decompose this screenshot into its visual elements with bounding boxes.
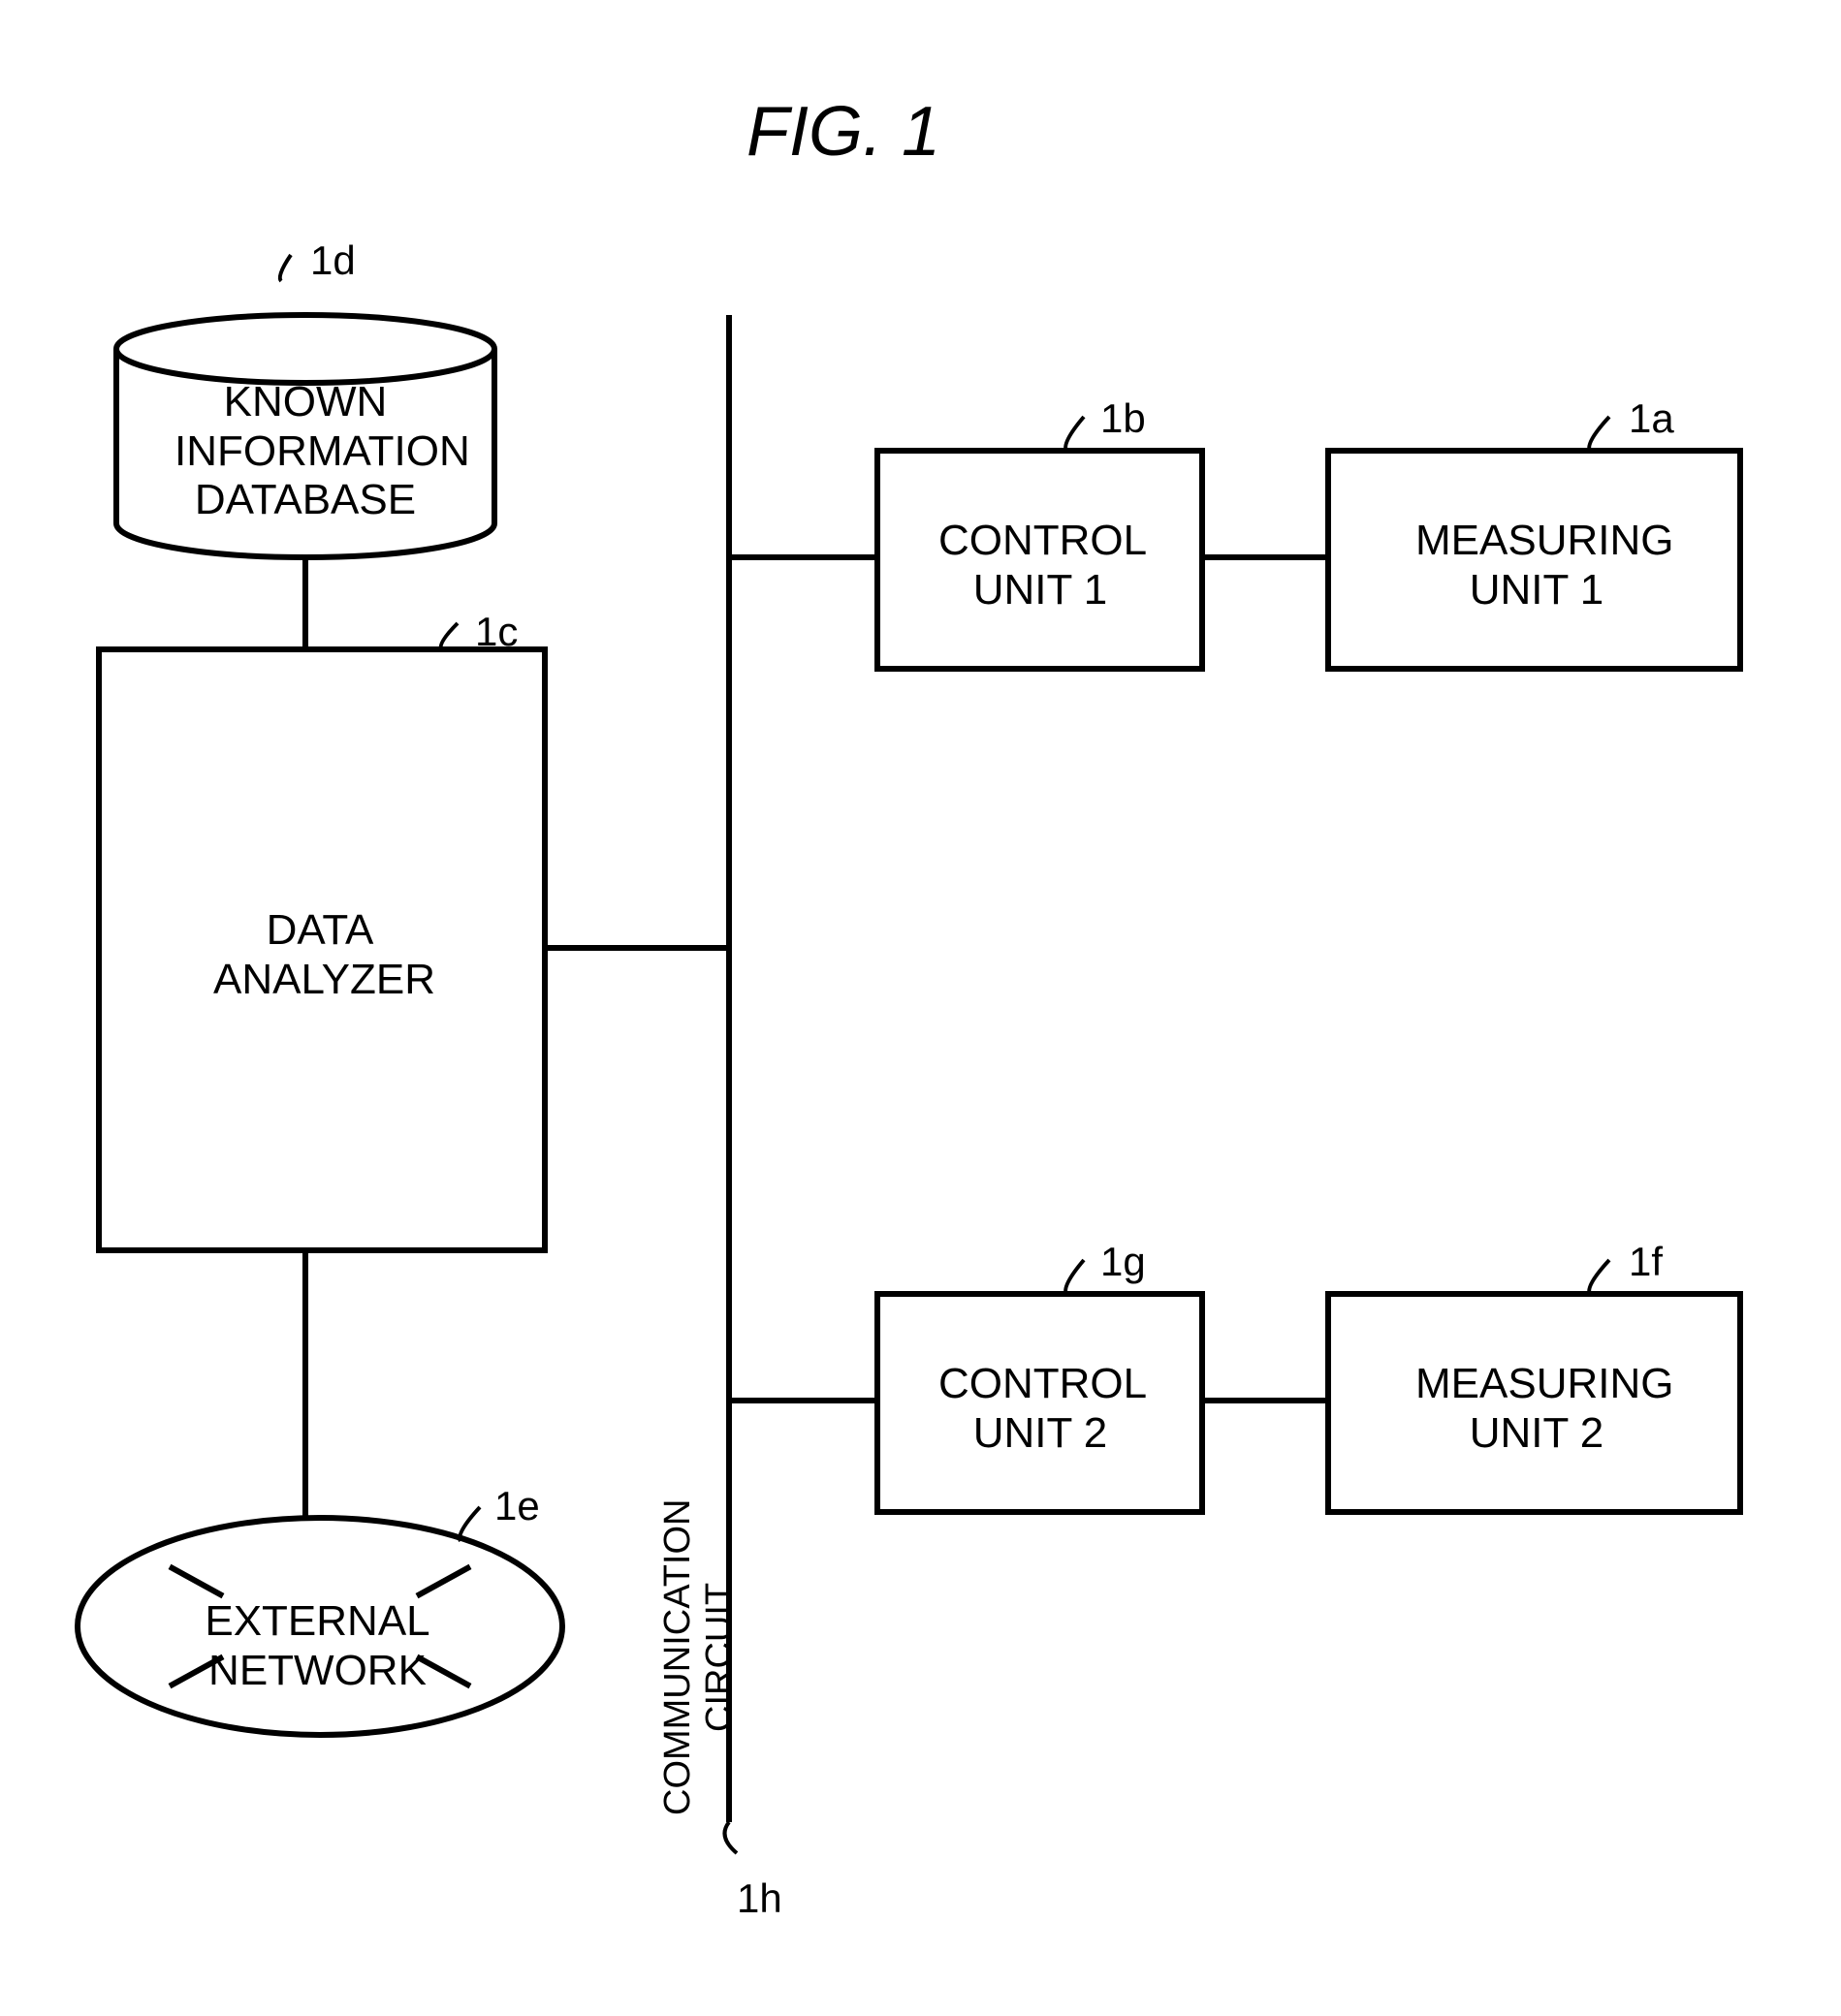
control1-label: CONTROLUNIT 1 <box>938 517 1142 614</box>
figure-title: FIG. 1 <box>698 92 989 172</box>
measuring1-label: MEASURINGUNIT 1 <box>1415 517 1658 614</box>
ref-1g: 1g <box>1100 1239 1146 1285</box>
analyzer-label: DATAANALYZER <box>213 906 427 1004</box>
ref-1e: 1e <box>494 1483 540 1529</box>
ref-1a: 1a <box>1629 395 1674 442</box>
network-label: EXTERNALNETWORK <box>204 1597 431 1695</box>
bus-label: COMMUNICATIONCIRCUIT <box>657 1493 741 1822</box>
ref-1d: 1d <box>310 237 356 284</box>
ref-1b: 1b <box>1100 395 1146 442</box>
ref-1h: 1h <box>737 1875 782 1922</box>
control2-label: CONTROLUNIT 2 <box>938 1360 1142 1458</box>
ref-1f: 1f <box>1629 1239 1663 1285</box>
ref-1c: 1c <box>475 609 518 655</box>
diagram-canvas: FIG. 1 KNOWNINFORMATIONDATABASE DATAANAL… <box>0 0 1841 2016</box>
database-label: KNOWNINFORMATIONDATABASE <box>175 378 436 525</box>
measuring2-label: MEASURINGUNIT 2 <box>1415 1360 1658 1458</box>
diagram-svg <box>0 0 1841 2016</box>
